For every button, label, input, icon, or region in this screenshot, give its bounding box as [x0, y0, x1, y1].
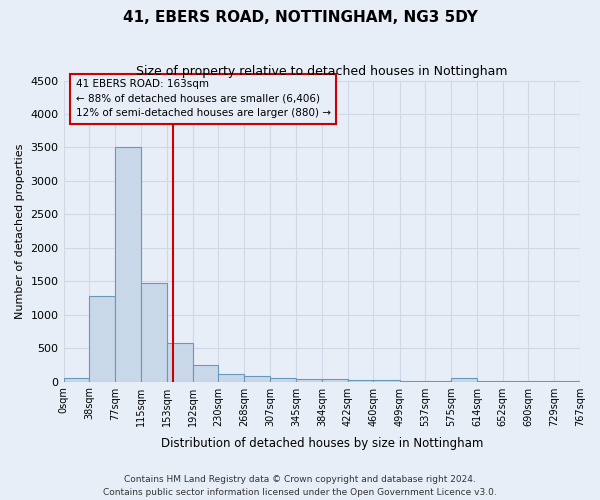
Bar: [244, 376, 270, 382]
Bar: [167, 342, 193, 382]
Bar: [141, 282, 167, 382]
Bar: [373, 380, 400, 382]
Bar: [322, 379, 347, 382]
Title: Size of property relative to detached houses in Nottingham: Size of property relative to detached ho…: [136, 65, 508, 78]
Bar: [270, 378, 296, 382]
Bar: [296, 379, 322, 382]
Bar: [89, 296, 115, 382]
Y-axis label: Number of detached properties: Number of detached properties: [15, 144, 25, 318]
X-axis label: Distribution of detached houses by size in Nottingham: Distribution of detached houses by size …: [161, 437, 483, 450]
Text: 41 EBERS ROAD: 163sqm
← 88% of detached houses are smaller (6,406)
12% of semi-d: 41 EBERS ROAD: 163sqm ← 88% of detached …: [76, 79, 331, 118]
Bar: [218, 374, 244, 382]
Bar: [347, 380, 373, 382]
Bar: [193, 366, 218, 382]
Text: 41, EBERS ROAD, NOTTINGHAM, NG3 5DY: 41, EBERS ROAD, NOTTINGHAM, NG3 5DY: [122, 10, 478, 25]
Bar: [451, 378, 477, 382]
Text: Contains HM Land Registry data © Crown copyright and database right 2024.
Contai: Contains HM Land Registry data © Crown c…: [103, 476, 497, 497]
Bar: [64, 378, 89, 382]
Bar: [115, 148, 141, 382]
